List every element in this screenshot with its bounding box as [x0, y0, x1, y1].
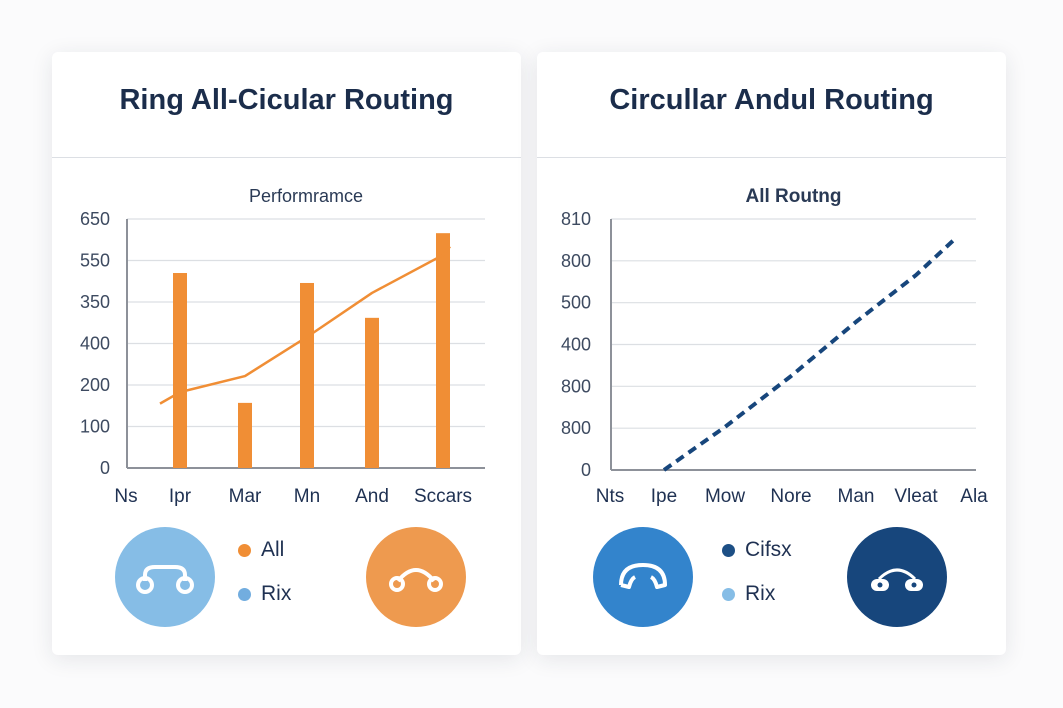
y-tick-label: 810: [561, 209, 591, 229]
bar-mar: [238, 402, 252, 468]
route-loop-icon: [366, 527, 466, 627]
series-line: [159, 245, 451, 405]
panel-title: Circullar Andul Routing: [609, 84, 934, 116]
series-line: [662, 235, 959, 472]
y-tick-label: 800: [561, 251, 591, 271]
x-tick-label: Ipe: [651, 486, 677, 507]
x-tick-label: Ipr: [169, 486, 192, 507]
divider: [52, 157, 521, 158]
x-tick-label: Nts: [596, 486, 625, 507]
y-tick-label: 0: [581, 460, 591, 480]
x-tick-label: Mn: [294, 486, 320, 507]
bar-sccars: [436, 233, 450, 468]
x-tick-label: Ala: [960, 486, 988, 507]
legend-item: Rix: [722, 572, 792, 616]
legend-label: All: [261, 538, 285, 561]
line-chart: All Routng 0 800 800 400 500 800 810 Nts Ipe Mow No…: [561, 186, 988, 507]
x-tick-label: Sccars: [414, 486, 472, 507]
legend: All Rix: [238, 528, 291, 616]
route-arc-icon: [593, 527, 693, 627]
chart-title: Performramce: [249, 186, 363, 206]
legend-label: Rix: [745, 582, 776, 605]
y-tick-label: 400: [80, 334, 110, 354]
bar-chart: Performramce 0 100 200 400 350 550 650 Ns Ipr Mar M…: [80, 186, 485, 507]
legend-item: Rix: [238, 572, 291, 616]
panel-title: Ring All-Cicular Routing: [119, 84, 454, 116]
legend-swatch: [238, 587, 251, 601]
legend-item: All: [238, 528, 291, 572]
legend-label: Rix: [261, 582, 292, 605]
left-panel: Ring All-Cicular Routing Performramce 0 10…: [52, 52, 521, 655]
y-tick-label: 500: [561, 293, 591, 313]
right-panel: Circullar Andul Routing All Routng 0 800 80…: [537, 52, 1006, 655]
route-nodes-icon: [847, 527, 947, 627]
y-tick-label: 350: [80, 292, 110, 312]
x-tick-label: Mar: [229, 486, 262, 507]
y-tick-label: 800: [561, 418, 591, 438]
legend: Cifsx Rix: [722, 528, 792, 616]
bar-and: [365, 317, 379, 468]
x-tick-label: And: [355, 486, 389, 507]
x-tick-label: Nore: [770, 486, 811, 507]
legend-swatch: [238, 543, 251, 557]
x-tick-label: Vleat: [894, 486, 938, 507]
y-tick-label: 0: [100, 458, 110, 478]
x-tick-label: Ns: [114, 486, 137, 507]
x-tick-label: Mow: [705, 486, 745, 507]
y-tick-label: 400: [561, 335, 591, 355]
legend-label: Cifsx: [745, 538, 792, 561]
legend-swatch: [722, 587, 735, 601]
bar-mn: [300, 282, 314, 468]
y-tick-label: 200: [80, 375, 110, 395]
y-tick-label: 800: [561, 376, 591, 396]
bar-ipr: [173, 273, 187, 468]
route-link-icon: [115, 527, 215, 627]
y-tick-label: 100: [80, 417, 110, 437]
legend-item: Cifsx: [722, 528, 792, 572]
legend-swatch: [722, 543, 735, 557]
divider: [537, 157, 1006, 158]
chart-title: All Routng: [745, 186, 841, 207]
x-tick-label: Man: [838, 486, 875, 507]
y-tick-label: 650: [80, 209, 110, 229]
y-tick-label: 550: [80, 251, 110, 271]
